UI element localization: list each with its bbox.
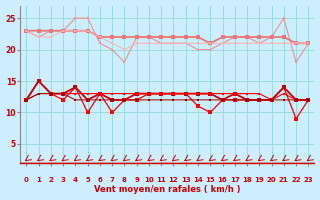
X-axis label: Vent moyen/en rafales ( km/h ): Vent moyen/en rafales ( km/h ) — [94, 185, 241, 194]
